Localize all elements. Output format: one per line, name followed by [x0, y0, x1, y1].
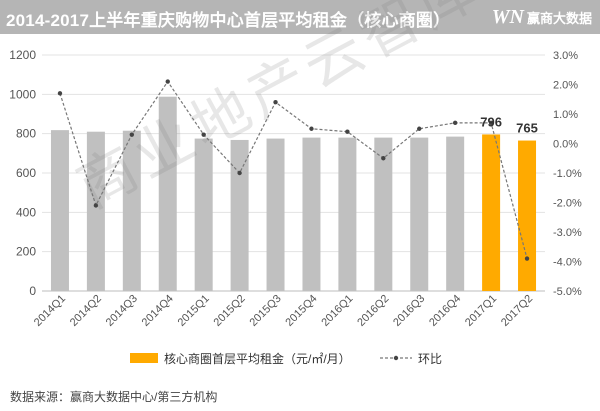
x-tick-label: 2016Q4: [427, 293, 463, 329]
right-tick-label: 0.0%: [553, 139, 578, 151]
x-tick-label: 2017Q1: [463, 293, 499, 329]
right-tick-label: -5.0%: [553, 286, 582, 298]
bar: [410, 137, 429, 291]
line-point: [381, 156, 386, 161]
bar: [338, 137, 357, 291]
right-tick-label: -2.0%: [553, 198, 582, 210]
line-point: [273, 100, 278, 105]
line-point: [452, 120, 458, 126]
x-tick-label: 2015Q4: [283, 293, 319, 329]
bar: [482, 134, 501, 291]
grid-lines: [42, 54, 545, 292]
x-tick-label: 2017Q2: [499, 293, 535, 329]
x-tick-label: 2015Q3: [247, 293, 283, 329]
x-tick-label: 2016Q3: [391, 293, 427, 329]
line-point: [93, 203, 99, 208]
line-point: [237, 170, 242, 176]
left-tick-label: 600: [16, 166, 36, 180]
right-tick-label: 1.0%: [553, 109, 578, 121]
brand-logo: WN 赢商大数据: [492, 5, 592, 29]
source-note: 数据来源：赢商大数据中心/第三方机构: [10, 390, 218, 404]
right-tick-label: -4.0%: [553, 257, 582, 269]
right-tick-label: 3.0%: [553, 50, 578, 62]
line-point: [345, 129, 350, 134]
x-tick-label: 2014Q1: [32, 293, 68, 329]
right-axis: -5.0% -4.0% -3.0% -2.0% -1.0% 0.0% 1.0% 2.0% 3.0…: [553, 50, 582, 298]
x-tick-label: 2014Q4: [140, 293, 176, 329]
logo-mark-icon: WN: [491, 5, 524, 28]
right-tick-label: -1.0%: [553, 168, 582, 180]
data-labels: 796 765: [480, 114, 538, 135]
line-point: [488, 120, 494, 126]
x-axis: 2014Q1 2014Q2 2014Q3 2014Q4 2015Q1 2015Q2 2015…: [32, 293, 535, 329]
x-tick-label: 2014Q2: [68, 293, 104, 329]
bar: [158, 96, 177, 292]
line-point: [417, 126, 422, 131]
title-bar: 2014-2017上半年重庆购物中心首层平均租金（核心商圈） WN 赢商大数据: [0, 0, 600, 34]
bar: [122, 130, 141, 291]
left-tick-label: 400: [16, 205, 36, 219]
x-tick-label: 2014Q3: [104, 293, 140, 329]
x-tick-label: 2015Q1: [176, 293, 212, 329]
legend-swatch-point: [393, 355, 399, 361]
left-axis: 0 200 400 600 800 1000 1200: [9, 48, 36, 298]
line-point: [201, 132, 206, 137]
bar: [86, 131, 105, 291]
bar-data-label: 765: [516, 121, 538, 136]
legend-label-line: 环比: [418, 352, 442, 366]
left-tick-label: 1200: [9, 48, 36, 62]
right-tick-label: 2.0%: [553, 80, 578, 92]
left-tick-label: 0: [29, 284, 36, 298]
line-point: [57, 91, 63, 96]
line-point: [129, 132, 135, 137]
bar: [50, 130, 69, 291]
right-tick-label: -3.0%: [553, 227, 582, 239]
left-tick-label: 200: [16, 245, 36, 259]
left-tick-label: 800: [16, 127, 36, 141]
line-point: [524, 256, 530, 261]
x-tick-label: 2016Q1: [319, 293, 355, 329]
bar: [194, 138, 213, 291]
bar: [302, 137, 321, 291]
line-point: [309, 126, 314, 131]
legend-label-bar: 核心商圈首层平均租金（元/㎡/月）: [164, 351, 351, 366]
left-tick-label: 1000: [9, 87, 36, 101]
bar: [446, 136, 465, 291]
line-path: [59, 80, 528, 259]
x-tick-label: 2016Q2: [355, 293, 391, 329]
x-tick-label: 2015Q2: [212, 293, 248, 329]
bar: [266, 138, 285, 291]
legend-swatch-bar: [130, 353, 158, 363]
legend: 核心商圈首层平均租金（元/㎡/月） 环比: [130, 351, 442, 366]
logo-text: 赢商大数据: [526, 10, 592, 26]
bar-data-label: 796: [480, 114, 502, 129]
line-point: [165, 79, 170, 84]
bar-series: [50, 96, 537, 292]
chart-title: 2014-2017上半年重庆购物中心首层平均租金（核心商圈）: [6, 11, 451, 30]
bar: [374, 137, 393, 291]
bar: [230, 139, 249, 291]
bar: [518, 140, 537, 291]
line-series: [57, 79, 530, 261]
